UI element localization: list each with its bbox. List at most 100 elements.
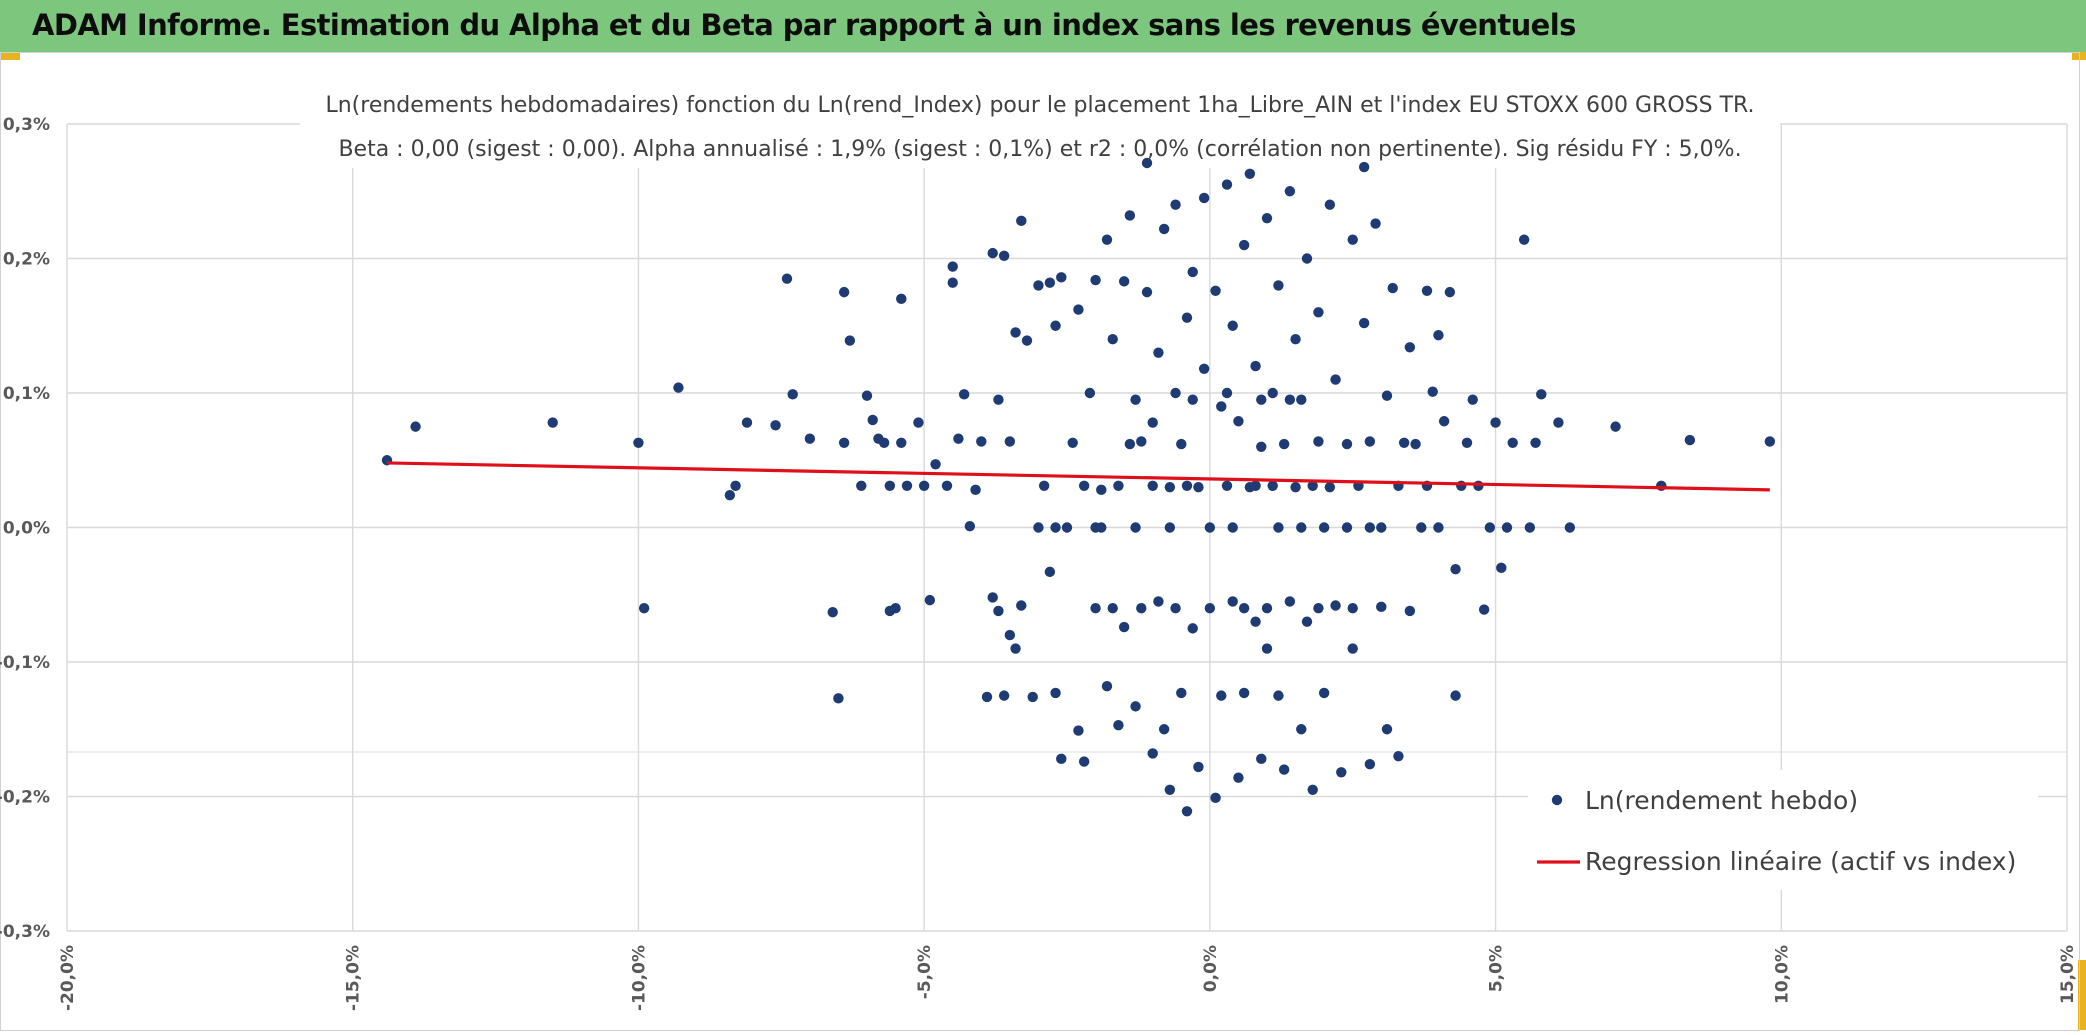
data-point [1347, 603, 1358, 614]
data-point [1273, 690, 1284, 701]
data-point [1170, 603, 1181, 614]
data-point [1313, 436, 1324, 447]
data-point [1067, 437, 1078, 448]
y-tick-label: 0,3% [3, 115, 50, 135]
data-point [1096, 484, 1107, 496]
data-point [1044, 277, 1056, 288]
data-point [1238, 239, 1250, 251]
data-point [976, 436, 987, 447]
data-point [1290, 481, 1301, 493]
data-point [913, 417, 924, 428]
data-point [1318, 687, 1330, 699]
data-point [1187, 394, 1198, 405]
data-point [1244, 168, 1256, 179]
data-point [1210, 285, 1221, 296]
data-point [890, 603, 901, 614]
data-point [1130, 394, 1141, 405]
data-point [998, 690, 1010, 701]
data-point [1170, 199, 1181, 210]
y-tick-label: -0,1% [0, 653, 50, 673]
data-point [833, 693, 844, 704]
x-tick-label: -5,0% [915, 945, 935, 999]
data-point [1404, 342, 1416, 353]
data-point [1107, 334, 1118, 345]
data-point [1398, 437, 1410, 448]
report-title: ADAM Informe. Estimation du Alpha et du … [32, 8, 1576, 42]
data-point [1393, 750, 1404, 762]
data-point [856, 480, 867, 492]
data-points [381, 157, 1776, 817]
data-point [924, 594, 936, 606]
corner-marker-bottom-right [2078, 960, 2086, 1030]
data-point [1056, 753, 1067, 765]
data-point [638, 603, 650, 614]
data-point [993, 394, 1004, 405]
data-point [827, 607, 838, 618]
data-point [1216, 690, 1227, 701]
data-point [1147, 417, 1158, 428]
data-point [1118, 621, 1130, 633]
data-point [1364, 522, 1376, 533]
title-line-2: Beta : 0,00 (sigest : 0,00). Alpha annua… [338, 137, 1741, 162]
data-point [1410, 438, 1421, 450]
data-point [1124, 210, 1136, 221]
data-point [1341, 522, 1353, 533]
legend-background [1528, 770, 2038, 890]
data-point [1364, 759, 1376, 770]
data-point [1170, 387, 1181, 399]
data-point [1227, 596, 1238, 607]
data-point [1427, 386, 1438, 397]
data-point [1130, 522, 1141, 533]
data-point [1004, 436, 1016, 447]
data-point [804, 433, 816, 444]
data-point [1404, 605, 1416, 617]
data-point [1433, 522, 1444, 533]
data-point [1684, 434, 1696, 446]
data-point [1250, 360, 1261, 372]
data-point [1113, 720, 1124, 731]
data-point [1330, 600, 1341, 611]
data-point [1153, 596, 1164, 607]
data-point [1078, 756, 1090, 767]
data-point [987, 247, 998, 259]
data-point [901, 480, 913, 492]
data-point [1193, 761, 1204, 773]
data-point [1176, 687, 1187, 699]
data-point [1301, 253, 1313, 264]
data-point [1164, 522, 1176, 533]
data-point [981, 691, 993, 703]
data-point [1284, 394, 1296, 405]
data-point [1204, 522, 1216, 533]
data-point [844, 335, 856, 346]
legend-point-marker [1551, 794, 1563, 806]
data-point [1461, 437, 1473, 448]
data-point [1238, 603, 1250, 614]
data-point [1158, 223, 1170, 235]
data-point [1324, 481, 1336, 493]
data-point [1090, 274, 1101, 286]
grid-lines [66, 123, 2068, 932]
data-point [896, 293, 907, 305]
data-point [1450, 690, 1461, 701]
data-point [970, 484, 981, 496]
x-tick-label: 15,0% [2058, 945, 2078, 1004]
data-point [1033, 522, 1044, 533]
data-point [1193, 481, 1204, 493]
data-point [1033, 280, 1044, 291]
data-point [1004, 629, 1016, 641]
data-point [1530, 437, 1541, 448]
data-point [1221, 387, 1233, 399]
data-point [1227, 522, 1238, 533]
data-point [1124, 438, 1136, 450]
data-point [1524, 522, 1536, 533]
legend: Ln(rendement hebdo) Regression linéaire (… [1528, 770, 2038, 890]
data-point [1387, 282, 1398, 294]
data-point [1250, 616, 1261, 627]
data-point [1301, 616, 1313, 627]
data-point [1358, 161, 1370, 173]
data-point [1233, 416, 1244, 427]
data-point [1296, 724, 1307, 735]
data-point [1478, 604, 1490, 615]
data-point [1364, 436, 1376, 447]
data-point [1267, 387, 1278, 399]
